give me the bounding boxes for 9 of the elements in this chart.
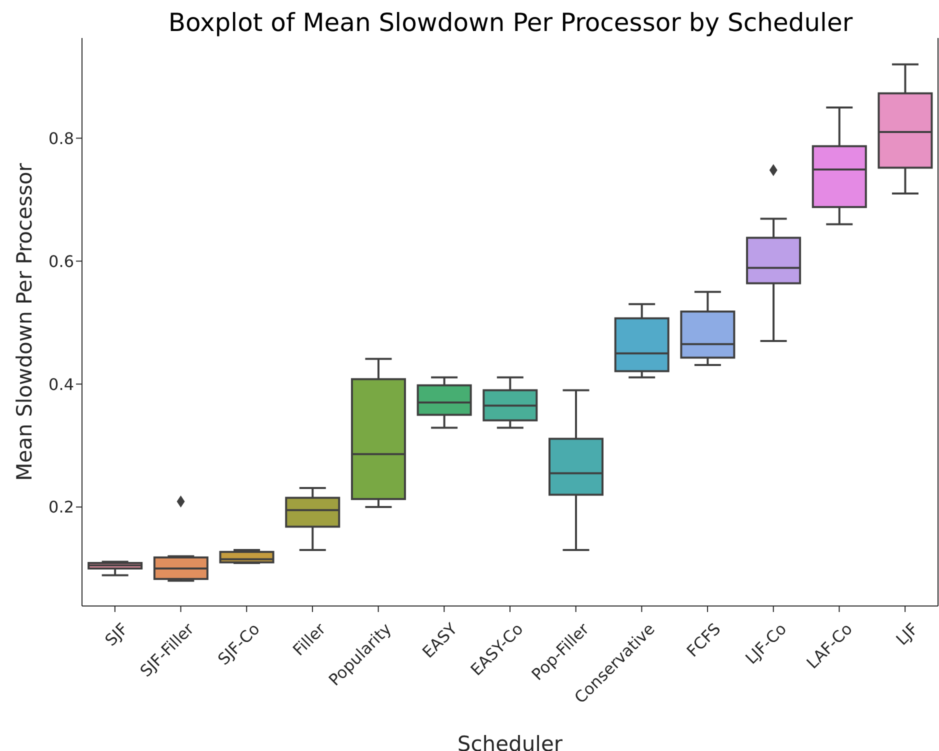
x-tick-label: LJF [892,619,922,649]
y-tick-label: 0.2 [48,498,74,517]
y-tick-label: 0.8 [48,128,74,148]
y-tick-label: 0.4 [48,374,74,394]
x-tick-label: SJF [101,619,132,650]
chart-title: Boxplot of Mean Slowdown Per Processor by Scheduler [167,8,854,37]
y-tick-label: 0.6 [48,252,74,271]
y-axis-title: Mean Slowdown Per Processor [12,162,36,481]
x-axis-title: Scheduler [457,732,563,751]
